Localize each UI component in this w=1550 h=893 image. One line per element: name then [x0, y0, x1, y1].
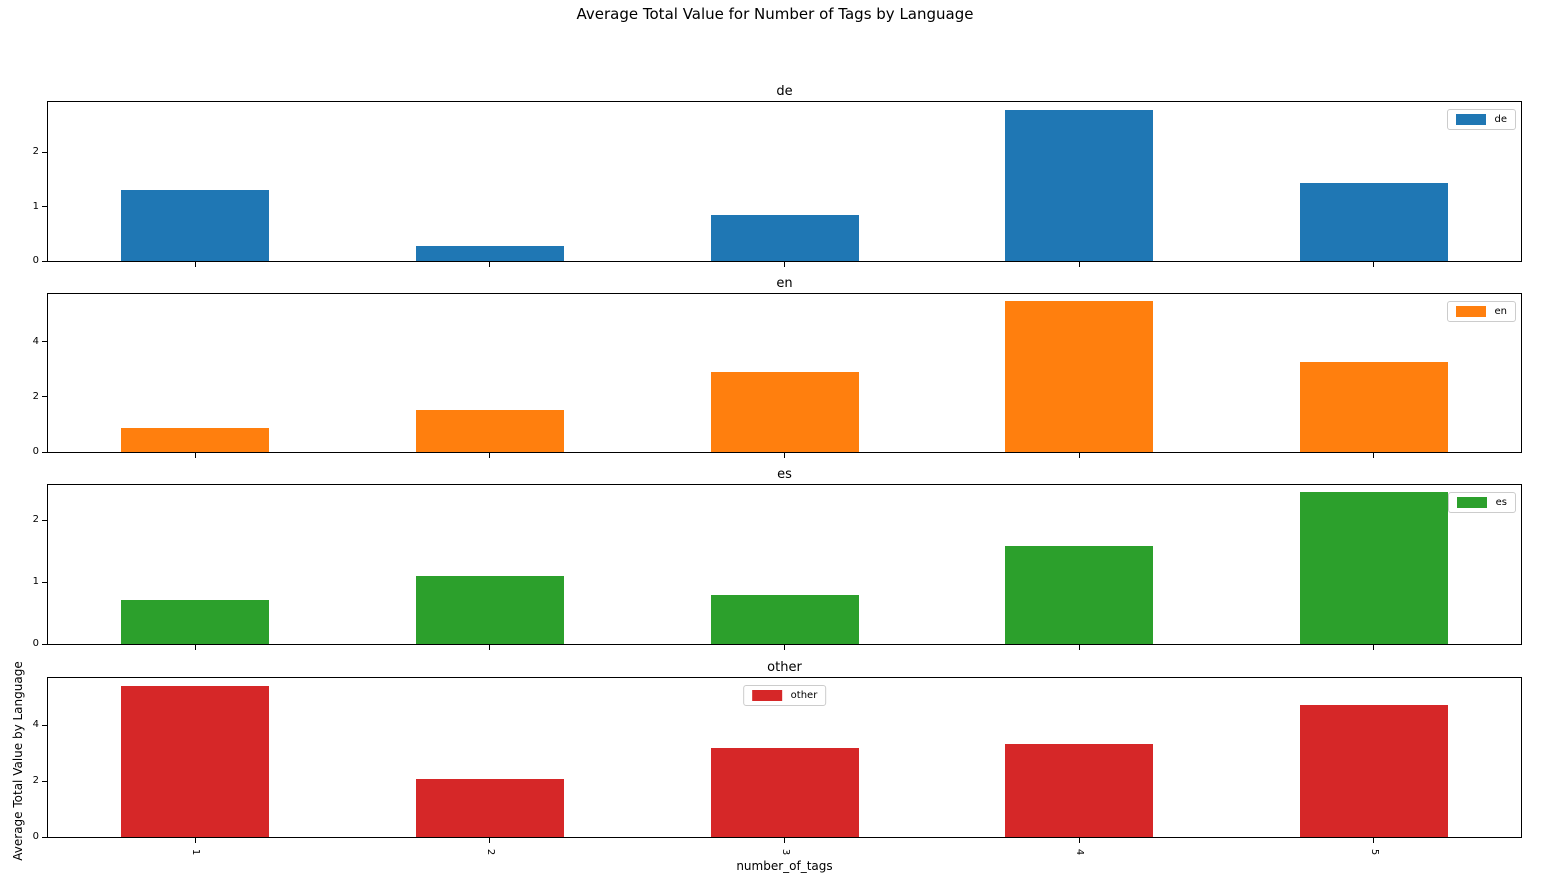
x-tick-mark [1078, 262, 1080, 267]
bar-other-5 [1299, 705, 1448, 837]
bar-other-3 [710, 748, 859, 837]
bar-es-5 [1299, 492, 1448, 644]
y-tick-mark [42, 780, 47, 782]
x-tick-mark [1373, 453, 1375, 458]
bar-en-4 [1005, 301, 1154, 452]
x-tick-mark [194, 262, 196, 267]
subplot-title-en: en [776, 276, 793, 291]
legend-swatch-es [1456, 497, 1487, 508]
y-tick-mark [42, 643, 47, 645]
x-tick-mark [784, 262, 785, 267]
y-tick-mark [42, 206, 47, 208]
x-tick-mark [489, 645, 491, 650]
subplot-title-de: de [776, 84, 793, 99]
legend-en: en [1446, 301, 1516, 322]
legend-label-es: es [1495, 497, 1507, 508]
bar-en-1 [121, 427, 270, 452]
bar-de-4 [1005, 109, 1154, 261]
x-tick-mark [194, 453, 196, 458]
x-tick-mark [1373, 838, 1375, 843]
y-tick-label: 2 [32, 775, 39, 787]
y-tick-mark [42, 451, 47, 453]
x-tick-mark [1373, 645, 1375, 650]
y-tick-label: 2 [32, 514, 39, 526]
x-tick-mark [784, 453, 785, 458]
x-tick-mark [489, 838, 491, 843]
bar-other-2 [415, 779, 564, 837]
x-tick-label-4: 4 [1074, 848, 1086, 856]
x-tick-label-3: 3 [779, 848, 791, 856]
y-tick-label: 1 [32, 200, 39, 212]
y-tick-mark [42, 519, 47, 521]
legend-label-other: other [790, 690, 818, 701]
x-tick-label-2: 2 [484, 848, 496, 856]
x-tick-mark [489, 453, 491, 458]
x-tick-label-1: 1 [190, 848, 202, 856]
subplot-es: es 0 1 2 es [33, 467, 1522, 650]
bar-en-3 [710, 372, 859, 452]
bar-other-4 [1005, 743, 1154, 837]
y-tick-label: 1 [32, 576, 39, 588]
legend-label-de: de [1494, 114, 1508, 125]
subplot-title-es: es [777, 467, 792, 482]
x-tick-mark [1373, 262, 1375, 267]
y-tick-label: 0 [32, 638, 39, 649]
y-tick-label: 4 [32, 719, 39, 731]
bar-other-1 [121, 685, 270, 837]
y-tick-label: 2 [32, 146, 39, 158]
y-tick-mark [42, 581, 47, 583]
legend-swatch-other [751, 690, 782, 701]
subplot-de: de 0 1 2 de [33, 84, 1522, 267]
y-tick-mark [42, 724, 47, 726]
legend-es: es [1447, 492, 1516, 513]
bar-en-2 [415, 410, 564, 452]
bar-es-4 [1005, 546, 1154, 644]
y-tick-label: 0 [32, 446, 39, 457]
x-tick-mark [784, 645, 785, 650]
y-tick-mark [42, 151, 47, 153]
x-tick-mark [194, 645, 196, 650]
x-tick-mark [1078, 838, 1080, 843]
bar-es-2 [415, 575, 564, 644]
x-tick-mark [1078, 645, 1080, 650]
y-tick-label: 0 [32, 831, 39, 842]
legend-label-en: en [1494, 306, 1508, 317]
legend-other: other [742, 685, 827, 706]
bar-de-2 [415, 246, 564, 261]
x-tick-mark [489, 262, 491, 267]
x-tick-mark [194, 838, 196, 843]
x-tick-mark [1078, 453, 1080, 458]
subplot-other: other 0 2 4 1 2 3 4 5 other [33, 660, 1522, 855]
y-axis-label: Average Total Value by Language [11, 661, 25, 861]
y-tick-label: 4 [32, 335, 39, 347]
bar-en-5 [1299, 361, 1448, 452]
y-tick-mark [42, 341, 47, 342]
figure-title: Average Total Value for Number of Tags b… [576, 5, 974, 23]
subplot-title-other: other [767, 660, 802, 675]
legend-de: de [1446, 109, 1516, 130]
bar-de-3 [710, 215, 859, 261]
legend-swatch-de [1455, 114, 1486, 125]
y-tick-mark [42, 260, 47, 262]
bar-de-5 [1299, 182, 1448, 261]
y-tick-label: 2 [32, 390, 39, 402]
bar-es-3 [710, 595, 859, 644]
x-tick-label-5: 5 [1368, 848, 1380, 856]
subplot-en: en 0 2 4 en [33, 276, 1522, 458]
x-tick-mark [784, 838, 785, 843]
x-axis-label: number_of_tags [736, 859, 833, 873]
y-tick-label: 0 [32, 255, 39, 266]
bar-de-1 [121, 190, 270, 261]
legend-swatch-en [1455, 306, 1486, 317]
y-tick-mark [42, 396, 47, 398]
y-tick-mark [42, 836, 47, 838]
bar-es-1 [121, 600, 270, 644]
